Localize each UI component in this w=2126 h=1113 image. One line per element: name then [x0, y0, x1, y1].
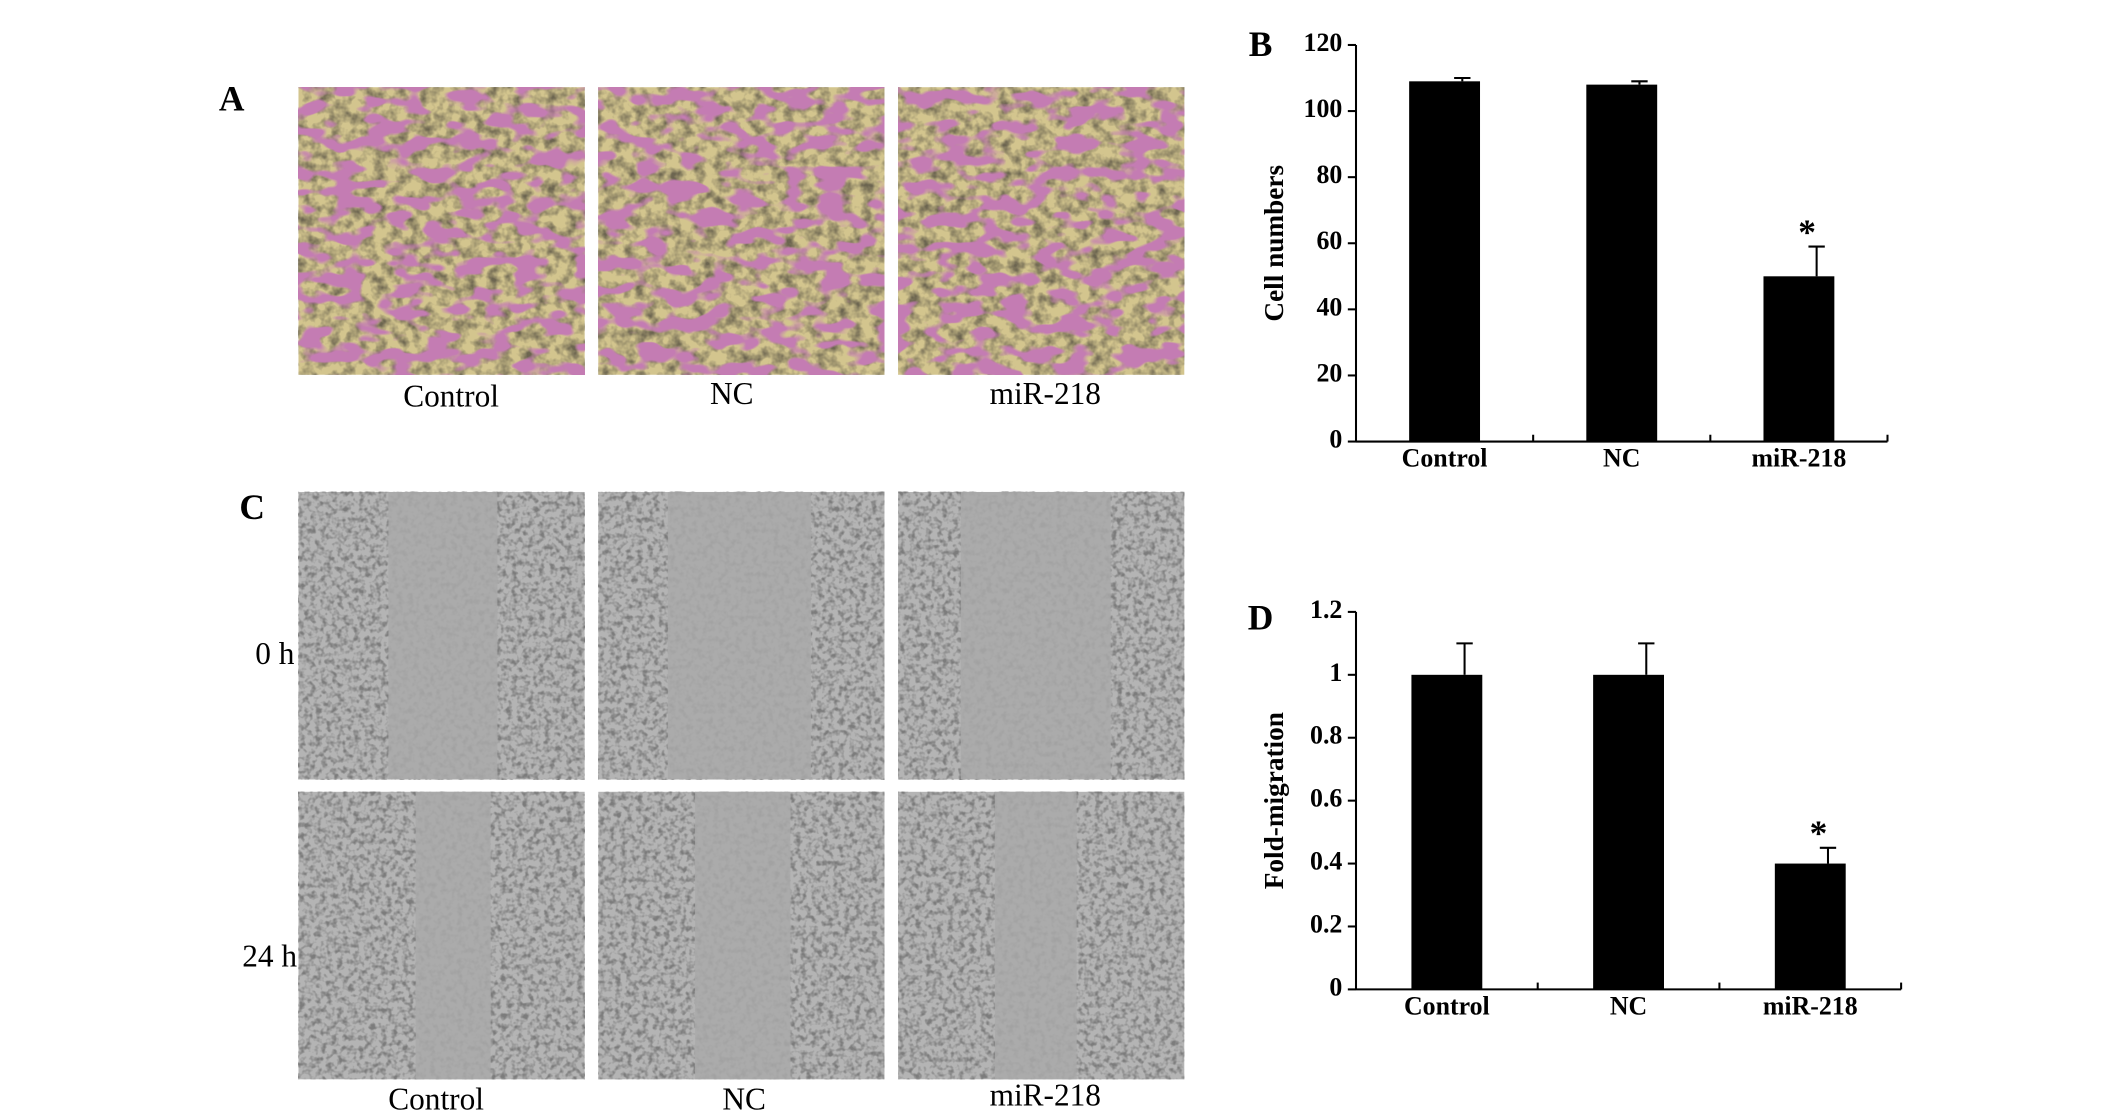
y-tick-label: 0.6	[1310, 784, 1342, 813]
caption: Control	[388, 1082, 484, 1113]
y-tick-label: 1.2	[1310, 595, 1342, 624]
micrographs	[298, 87, 1185, 1080]
image-cells	[598, 87, 885, 375]
y-axis-label: Cell numbers	[1259, 165, 1289, 322]
y-tick-label: 100	[1304, 94, 1343, 123]
image-cells	[298, 87, 585, 375]
caption: miR-218	[990, 376, 1101, 411]
caption: Control	[403, 378, 499, 413]
row-label: 24 h	[242, 939, 297, 974]
y-axis-label: Fold-migration	[1259, 712, 1289, 889]
wound	[388, 491, 498, 780]
y-tick-label: 120	[1304, 28, 1343, 57]
row-label: 0 h	[255, 636, 294, 671]
significance: *	[1798, 212, 1816, 252]
y-tick-label: 40	[1316, 292, 1342, 321]
panel-label: D	[1248, 598, 1274, 638]
x-tick-label: miR-218	[1751, 444, 1846, 473]
image-cells	[898, 87, 1185, 375]
bar	[1409, 81, 1481, 442]
wound	[667, 491, 811, 780]
wound	[415, 791, 491, 1080]
x-tick-label: miR-218	[1763, 991, 1858, 1020]
y-tick-label: 0	[1329, 424, 1342, 453]
y-tick-label: 60	[1316, 226, 1342, 255]
y-tick-label: 80	[1316, 160, 1342, 189]
x-tick-label: Control	[1404, 991, 1490, 1020]
y-tick-label: 0	[1329, 972, 1342, 1001]
bar	[1411, 674, 1483, 990]
bar	[1763, 276, 1835, 442]
y-tick-label: 0.2	[1310, 909, 1342, 938]
wound	[960, 491, 1111, 780]
y-tick-label: 20	[1316, 358, 1342, 387]
caption: NC	[710, 376, 754, 411]
x-tick-label: Control	[1402, 444, 1488, 473]
bar	[1586, 84, 1658, 442]
bar	[1593, 674, 1664, 990]
x-tick-label: NC	[1603, 444, 1640, 473]
y-tick-label: 0.4	[1310, 846, 1342, 875]
bar	[1774, 863, 1846, 990]
wound	[994, 791, 1077, 1080]
x-tick-label: NC	[1610, 991, 1647, 1020]
panel-label: A	[219, 78, 245, 118]
caption: miR-218	[990, 1078, 1101, 1113]
panel-label: B	[1249, 24, 1273, 64]
wound	[695, 791, 791, 1080]
y-tick-label: 1	[1329, 658, 1342, 687]
panel-label: C	[239, 487, 265, 527]
significance: *	[1810, 813, 1828, 853]
y-tick-label: 0.8	[1310, 721, 1342, 750]
caption: NC	[722, 1082, 766, 1113]
